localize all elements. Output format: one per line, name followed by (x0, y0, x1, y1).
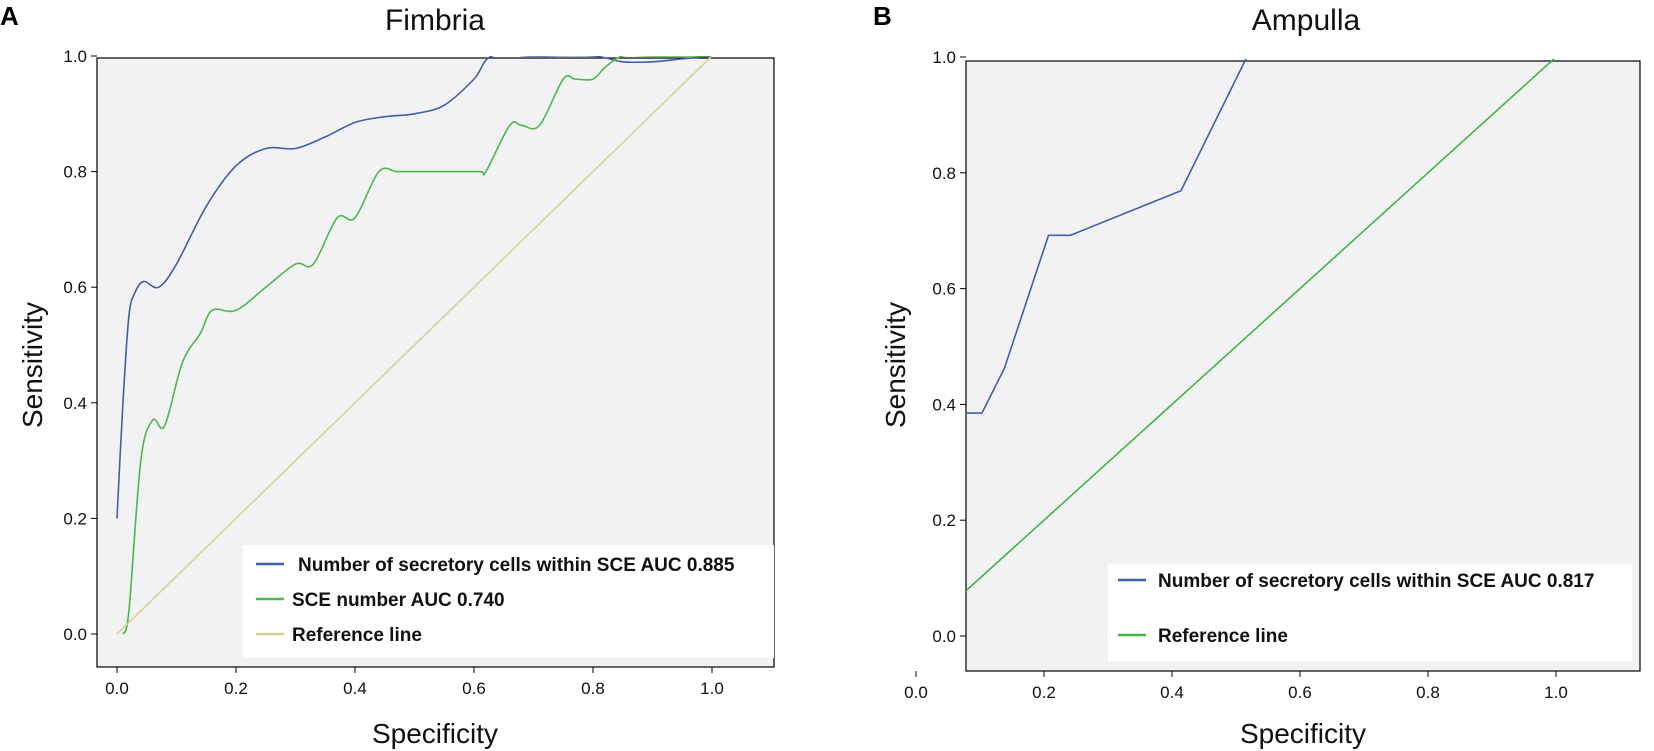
x-tick-label-b-4: 0.8 (1416, 683, 1440, 702)
chart-title-a: Fimbria (385, 4, 485, 37)
y-tick-label-a-3: 0.6 (63, 278, 87, 297)
series-group-a (116, 56, 713, 635)
x-tick-label-a-4: 0.8 (581, 679, 605, 698)
x-tick-label-b-5: 1.0 (1544, 683, 1568, 702)
x-tick-label-b-2: 0.4 (1160, 683, 1184, 702)
panel-letter-b: B (873, 1, 892, 31)
x-tick-label-a-3: 0.6 (462, 679, 486, 698)
x-tick-label-b-0: 0.0 (904, 683, 928, 702)
y-tick-label-a-1: 0.2 (63, 509, 87, 528)
y-tick-label-b-1: 0.2 (932, 511, 956, 530)
legend-a: Number of secretory cells within SCE AUC… (243, 545, 774, 658)
legend-label-a-0: Number of secretory cells within SCE AUC… (298, 555, 735, 576)
x-tick-label-a-1: 0.2 (224, 679, 248, 698)
x-tick-label-b-3: 0.6 (1288, 683, 1312, 702)
legend-box-a (243, 545, 774, 658)
y-axis-label-b: Sensitivity (880, 302, 911, 428)
series-line-a-1 (122, 56, 712, 635)
axes-b: 0.0 0.2 0.4 0.6 0.8 1.0 0.0 0.2 0.4 0.6 0.8 1.0 (904, 48, 1568, 702)
x-axis-label-a: Specificity (372, 718, 498, 749)
series-group-b (966, 59, 1555, 592)
series-line-b-0 (966, 59, 1247, 414)
y-tick-label-b-0: 0.0 (932, 627, 956, 646)
legend-box-b (1108, 564, 1632, 661)
legend-label-b-0: Number of secretory cells within SCE AUC… (1158, 571, 1594, 592)
series-line-a-0 (116, 56, 713, 519)
y-tick-label-b-2: 0.4 (932, 395, 956, 414)
y-axis-label-a: Sensitivity (17, 302, 48, 428)
panel-letter-a: A (0, 1, 19, 31)
chart-panel-a: A Fimbria 0.0 0.2 0.4 0.6 0.8 1.0 0.0 0.2 0.4 0.6… (0, 1, 775, 749)
x-tick-label-a-5: 1.0 (700, 679, 724, 698)
y-tick-label-a-5: 1.0 (63, 47, 87, 66)
legend-b: Number of secretory cells within SCE AUC… (1108, 564, 1632, 661)
series-line-b-1 (966, 59, 1555, 592)
chart-title-b: Ampulla (1252, 4, 1361, 37)
y-tick-label-b-5: 1.0 (932, 48, 956, 67)
x-tick-label-a-2: 0.4 (343, 679, 367, 698)
chart-panel-b: B Ampulla 0.0 0.2 0.4 0.6 0.8 1.0 0.0 0.2 0.4 0.6… (873, 1, 1641, 749)
series-line-a-2 (116, 56, 713, 635)
y-tick-label-b-3: 0.6 (932, 280, 956, 299)
axes-a: 0.0 0.2 0.4 0.6 0.8 1.0 0.0 0.2 0.4 0.6 0.8 1.0 (63, 47, 723, 698)
y-tick-label-b-4: 0.8 (932, 164, 956, 183)
x-tick-label-b-1: 0.2 (1032, 683, 1056, 702)
legend-label-a-2: Reference line (292, 625, 422, 646)
y-tick-label-a-2: 0.4 (63, 394, 87, 413)
legend-label-a-1: SCE number AUC 0.740 (292, 590, 505, 611)
y-tick-label-a-4: 0.8 (63, 163, 87, 182)
legend-label-b-1: Reference line (1158, 626, 1288, 647)
x-axis-label-b: Specificity (1240, 718, 1366, 749)
y-tick-label-a-0: 0.0 (63, 625, 87, 644)
x-tick-label-a-0: 0.0 (105, 679, 129, 698)
